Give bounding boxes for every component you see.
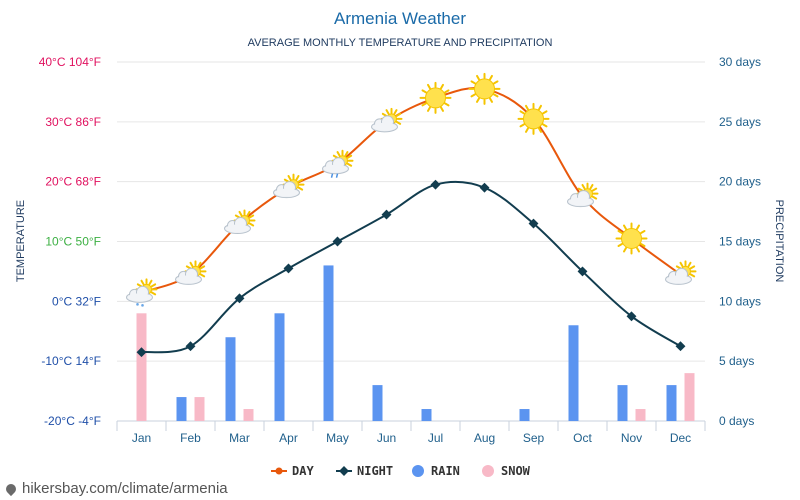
y-right-tick-label: 0 days <box>719 414 754 428</box>
night-point <box>234 293 245 304</box>
legend-item-night[interactable]: NIGHT <box>336 464 393 478</box>
sun-icon <box>468 72 501 105</box>
night-point <box>675 341 686 352</box>
rain-bar <box>421 409 432 421</box>
legend-label: RAIN <box>431 464 460 478</box>
cloud-sun-icon <box>371 107 403 133</box>
x-tick-label: Apr <box>279 431 298 445</box>
y-right-tick-label: 5 days <box>719 354 754 368</box>
y-left-tick-label: -10°C 14°F <box>41 354 101 368</box>
rain-bar <box>568 325 579 421</box>
rain-bar <box>617 385 628 421</box>
night-point <box>136 347 147 358</box>
x-tick-label: Oct <box>573 431 592 445</box>
x-tick-label: Feb <box>180 431 201 445</box>
rain-bar <box>176 397 187 421</box>
x-tick-label: Jan <box>132 431 151 445</box>
rain-bar <box>225 337 236 421</box>
night-point <box>332 236 343 247</box>
snow-bar <box>136 313 147 421</box>
x-tick-label: Jul <box>428 431 443 445</box>
legend-item-rain[interactable]: RAIN <box>412 464 460 478</box>
y-left-tick-label: 40°C 104°F <box>39 55 101 69</box>
y-right-tick-label: 25 days <box>719 115 761 129</box>
y-left-tick-label: -20°C -4°F <box>44 414 101 428</box>
night-point <box>430 179 441 190</box>
chart-subtitle: AVERAGE MONTHLY TEMPERATURE AND PRECIPIT… <box>248 37 553 49</box>
cloud-sun-icon <box>224 209 256 235</box>
cloud-sun-snow-icon <box>126 278 158 307</box>
rain-bar <box>274 313 285 421</box>
legend-label: SNOW <box>501 464 531 478</box>
y-right-tick-label: 15 days <box>719 235 761 249</box>
night-point <box>626 311 637 322</box>
sun-icon <box>517 102 550 135</box>
x-tick-label: Sep <box>523 431 545 445</box>
footer-link[interactable]: hikersbay.com/climate/armenia <box>3 480 228 497</box>
x-tick-label: Mar <box>229 431 250 445</box>
y-right-axis-title: PRECIPITATION <box>773 200 785 283</box>
y-right-tick-label: 30 days <box>719 55 761 69</box>
legend-label: DAY <box>292 464 314 478</box>
night-point <box>528 218 539 229</box>
y-left-axis-title: TEMPERATURE <box>15 200 27 282</box>
x-tick-label: May <box>326 431 349 445</box>
night-point <box>479 182 490 193</box>
x-tick-label: Dec <box>670 431 691 445</box>
day-series-line <box>141 87 682 294</box>
y-left-tick-label: 10°C 50°F <box>45 235 101 249</box>
cloud-sun-rain-icon <box>322 149 354 178</box>
y-right-tick-label: 10 days <box>719 294 761 308</box>
chart-title: Armenia Weather <box>334 9 466 28</box>
y-left-tick-label: 30°C 86°F <box>45 115 101 129</box>
cloud-sun-icon <box>665 260 697 285</box>
night-series-line <box>141 180 682 354</box>
rain-bar <box>372 385 383 421</box>
night-point <box>185 341 196 352</box>
legend-label: NIGHT <box>357 464 393 478</box>
x-tick-label: Jun <box>377 431 396 445</box>
rain-bar <box>323 265 334 421</box>
night-point <box>283 263 294 274</box>
rain-bar <box>666 385 677 421</box>
night-point <box>381 209 392 220</box>
legend: DAY NIGHT RAIN SNOW <box>271 464 531 478</box>
legend-item-snow[interactable]: SNOW <box>482 464 531 478</box>
legend-item-day[interactable]: DAY <box>271 464 314 478</box>
snow-bar <box>243 409 254 421</box>
sun-icon <box>615 222 648 255</box>
snow-bar <box>684 373 695 421</box>
y-left-tick-label: 20°C 68°F <box>45 175 101 189</box>
rain-bar <box>519 409 530 421</box>
x-tick-label: Nov <box>621 431 642 445</box>
cloud-sun-icon <box>175 260 207 285</box>
x-tick-label: Aug <box>474 431 495 445</box>
night-point <box>577 266 588 277</box>
snow-bar <box>635 409 646 421</box>
cloud-sun-icon <box>567 182 599 208</box>
sun-icon <box>419 81 452 114</box>
snow-bar <box>194 397 205 421</box>
location-pin-icon <box>3 481 19 496</box>
cloud-sun-icon <box>273 173 305 199</box>
y-left-tick-label: 0°C 32°F <box>52 294 101 308</box>
y-right-tick-label: 20 days <box>719 175 761 189</box>
footer-text: hikersbay.com/climate/armenia <box>22 480 228 497</box>
